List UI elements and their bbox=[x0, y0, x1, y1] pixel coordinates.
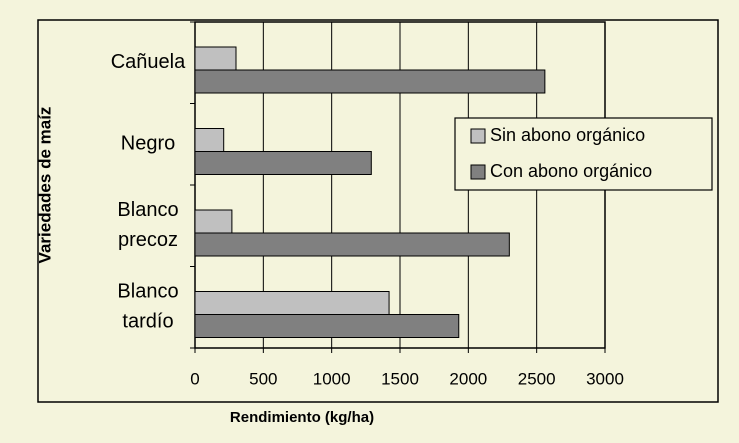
bar bbox=[194, 151, 372, 175]
x-tick-label: 2000 bbox=[449, 369, 487, 388]
x-tick-label: 500 bbox=[249, 369, 277, 388]
y-tick-label: Blanco precoz bbox=[117, 199, 178, 251]
bar bbox=[194, 314, 460, 338]
y-tick-label: Cañuela bbox=[111, 51, 186, 73]
x-axis-label: Rendimiento (kg/ha) bbox=[230, 409, 374, 426]
y-tick-label: Negro bbox=[121, 133, 175, 155]
bar bbox=[194, 69, 546, 94]
legend-label: Sin abono orgánico bbox=[490, 125, 645, 145]
bar bbox=[194, 232, 510, 257]
y-tick-label: Blanco tardío bbox=[117, 281, 178, 333]
x-tick-label: 2500 bbox=[518, 369, 556, 388]
legend: Sin abono orgánico Con abono orgánico bbox=[454, 117, 713, 191]
x-tick-label: 1500 bbox=[381, 369, 419, 388]
chart-border bbox=[37, 19, 719, 403]
x-tick-label: 0 bbox=[190, 369, 199, 388]
bar bbox=[194, 291, 390, 315]
legend-label: Con abono orgánico bbox=[490, 161, 652, 181]
legend-swatch bbox=[470, 164, 486, 180]
bar bbox=[194, 209, 233, 234]
legend-box bbox=[454, 117, 713, 191]
x-tick-label: 3000 bbox=[586, 369, 624, 388]
bar bbox=[194, 46, 237, 71]
y-axis-label: Variedades de maíz bbox=[35, 107, 54, 264]
x-tick-label: 1000 bbox=[313, 369, 351, 388]
legend-swatch bbox=[470, 128, 486, 144]
bar bbox=[194, 128, 225, 152]
